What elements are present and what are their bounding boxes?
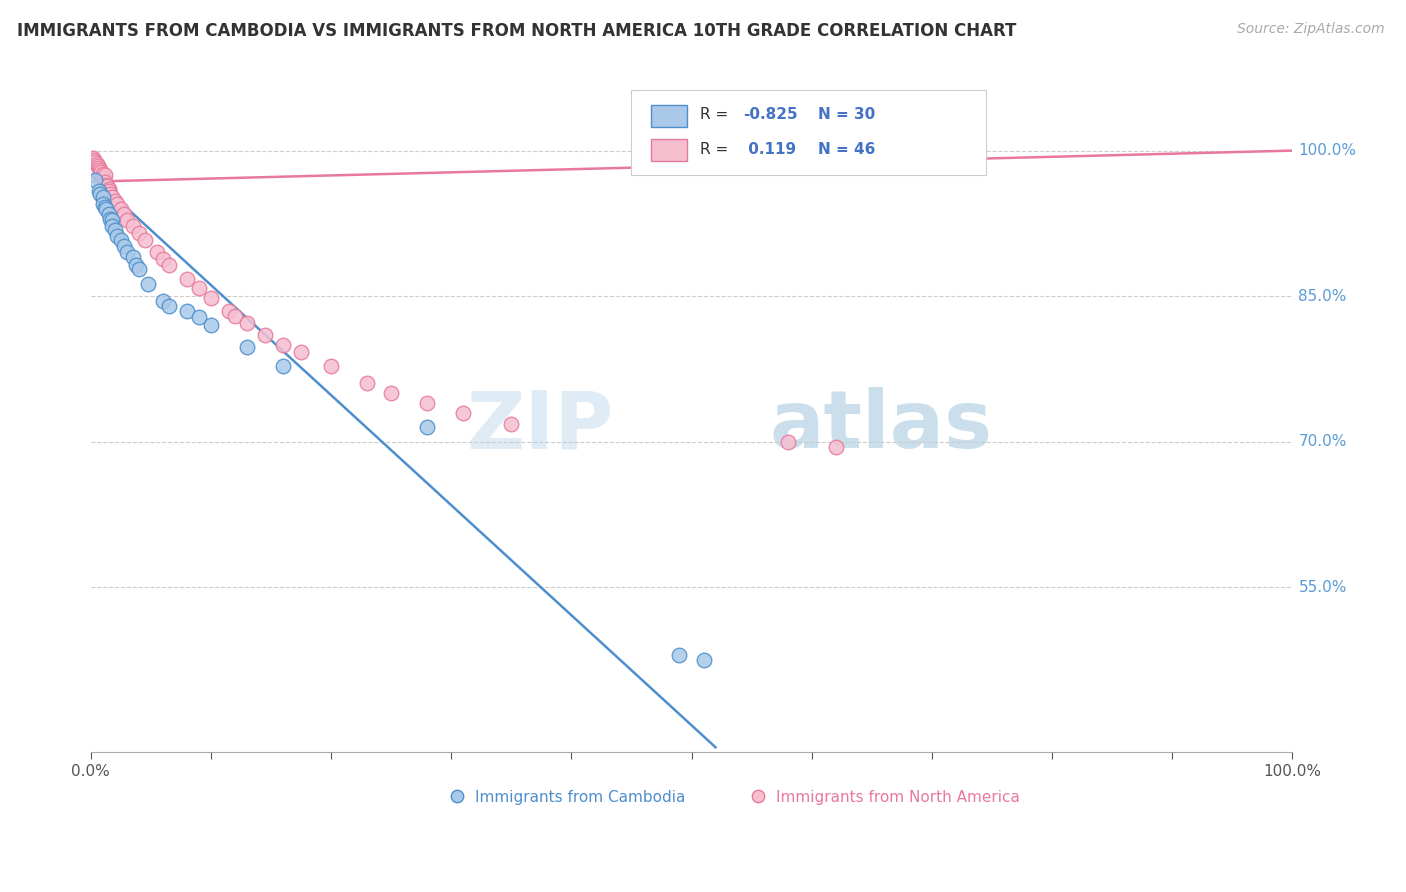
Text: 100.0%: 100.0% [1298,143,1357,158]
Point [501,417,523,432]
Point [86,157,108,171]
Point [200,318,222,333]
FancyBboxPatch shape [631,90,986,175]
Text: ZIP: ZIP [467,387,613,465]
Point [380,386,402,401]
Point [97,185,120,199]
Text: R =: R = [700,107,733,122]
FancyBboxPatch shape [651,104,686,127]
Point [271,337,294,351]
Point [128,226,150,240]
Point [134,233,156,247]
Point [87,159,110,173]
Point [96,178,118,192]
Point [82,152,104,166]
Point [776,434,799,449]
Text: 55.0%: 55.0% [1298,580,1347,595]
Point [110,202,132,216]
Point [187,310,209,325]
Point [89,187,111,202]
Point [96,202,118,216]
Text: R =: R = [700,142,733,157]
Point [271,359,294,373]
Point [136,277,159,292]
Point [90,165,112,179]
Point [145,245,167,260]
Point [121,219,143,234]
Point [200,291,222,305]
Text: Source: ZipAtlas.com: Source: ZipAtlas.com [1237,22,1385,37]
Point [290,345,312,359]
Text: IMMIGRANTS FROM CAMBODIA VS IMMIGRANTS FROM NORTH AMERICA 10TH GRADE CORRELATION: IMMIGRANTS FROM CAMBODIA VS IMMIGRANTS F… [17,22,1017,40]
Point [187,281,209,295]
Text: atlas: atlas [769,387,993,465]
Point [87,185,110,199]
Point [91,167,114,181]
Point [319,359,342,373]
Point [451,406,474,420]
Point [94,168,117,182]
Point [97,207,120,221]
Point [94,175,117,189]
Point [104,223,127,237]
Point [416,396,439,410]
Point [94,200,117,214]
Point [236,316,259,330]
Point [97,182,120,196]
Point [416,420,439,434]
Point [157,258,180,272]
Point [218,303,240,318]
Point [224,309,246,323]
Point [96,179,118,194]
Point [236,340,259,354]
Point [157,299,180,313]
Point [115,245,138,260]
Point [91,197,114,211]
Point [692,653,714,667]
Text: N = 30: N = 30 [818,107,875,122]
Point [125,258,148,272]
Point [112,238,135,252]
Point [89,163,111,178]
Point [104,194,127,208]
Point [115,213,138,227]
Point [121,250,143,264]
Point [98,211,121,226]
Point [101,213,124,227]
Text: 70.0%: 70.0% [1298,434,1347,450]
Point [128,262,150,277]
Point [91,170,114,185]
Point [91,190,114,204]
Point [83,153,105,168]
Point [253,327,276,342]
Point [110,233,132,247]
Point [112,207,135,221]
Point [101,190,124,204]
Text: Immigrants from Cambodia: Immigrants from Cambodia [475,790,686,805]
Point [87,161,110,175]
Text: Immigrants from North America: Immigrants from North America [776,790,1019,805]
Text: -0.825: -0.825 [744,107,797,122]
Point [824,440,846,454]
Text: 0.119: 0.119 [744,142,796,157]
Text: N = 46: N = 46 [818,142,875,157]
Text: 85.0%: 85.0% [1298,289,1347,303]
FancyBboxPatch shape [651,139,686,161]
Point [98,187,121,202]
Point [105,197,128,211]
Point [356,376,378,391]
Point [176,271,198,285]
Point [84,172,107,186]
Point [105,229,128,244]
Point [176,303,198,318]
Point [84,155,107,169]
Point [101,219,124,234]
Point [152,293,174,308]
Point [152,252,174,267]
Point [668,648,690,662]
